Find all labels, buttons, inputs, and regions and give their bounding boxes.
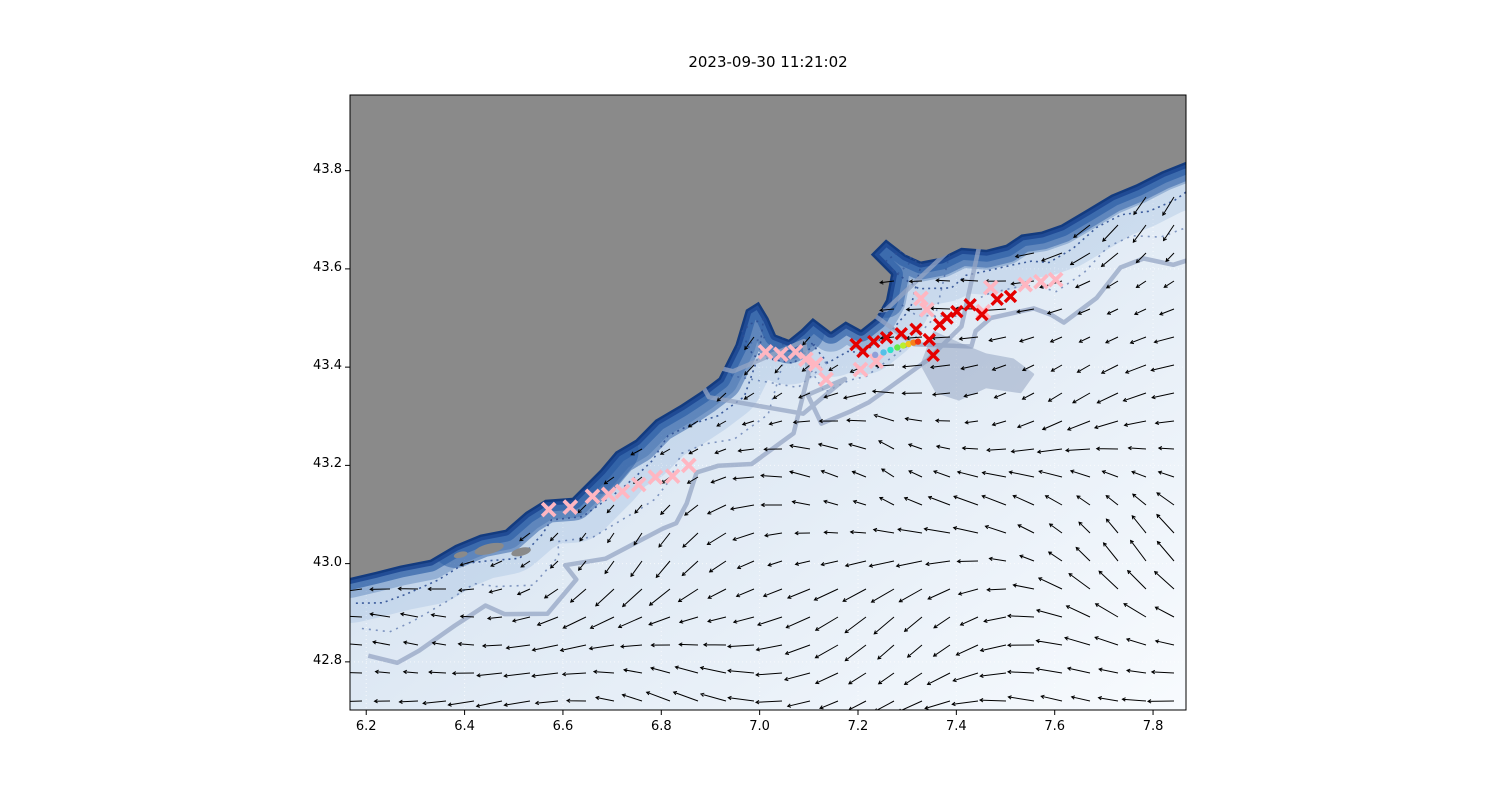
red-x-marker (975, 307, 989, 322)
trajectory-point (894, 344, 901, 351)
red-x-marker (909, 322, 923, 337)
island (511, 547, 531, 557)
pink-x-marker (818, 371, 834, 388)
pink-x-marker (798, 351, 814, 368)
map-layers (350, 95, 1186, 710)
x-tick-label: 7.8 (1142, 719, 1164, 734)
pink-x-marker (664, 468, 681, 485)
plot-title: 2023-09-30 11:21:02 (688, 53, 848, 71)
pink-x-marker (913, 290, 929, 307)
y-tick-label: 43.4 (313, 358, 342, 374)
island (453, 551, 468, 559)
pink-x-marker (852, 361, 869, 378)
x-tick-label: 7.2 (847, 719, 869, 734)
pink-x-marker (614, 483, 631, 500)
red-x-marker (963, 298, 977, 312)
pink-x-marker (647, 469, 664, 486)
tick-marks (345, 170, 1154, 715)
red-x-marker (879, 330, 894, 345)
red-x-marker (867, 334, 881, 349)
red-x-marker (926, 348, 940, 363)
red-x-marker (950, 304, 964, 319)
isobath-contour (361, 226, 1186, 633)
x-tick-label: 6.4 (454, 719, 475, 734)
red-x-marker (1003, 289, 1018, 304)
island (474, 542, 504, 555)
x-tick-label: 7.4 (946, 719, 967, 734)
pink-x-marker (982, 279, 999, 296)
y-tick-label: 42.8 (313, 652, 342, 668)
red-x-marker (990, 292, 1004, 307)
y-tick-label: 43.8 (313, 161, 342, 177)
y-tick-label: 43.0 (313, 554, 342, 570)
isobath-contour (367, 240, 1186, 666)
x-tick-label: 6.2 (355, 719, 377, 734)
pink-x-marker (584, 488, 601, 505)
x-tick-label: 6.8 (650, 719, 672, 734)
trajectory-point (905, 340, 912, 348)
pink-x-marker (772, 346, 789, 363)
pink-x-marker (757, 344, 774, 360)
x-tick-label: 6.6 (552, 719, 574, 734)
pink-x-marker (1033, 273, 1049, 290)
pink-x-marker (918, 301, 935, 318)
pink-x-marker (787, 344, 804, 360)
gray-patch (920, 331, 1035, 401)
isobath-contour (355, 191, 1186, 604)
pink-x-marker (630, 476, 647, 493)
pink-x-marker (1017, 276, 1034, 293)
red-x-marker (940, 311, 954, 325)
red-x-marker (894, 327, 908, 341)
trajectory-point (914, 338, 922, 345)
red-x-marker (856, 344, 870, 359)
pink-x-marker (600, 486, 617, 503)
pink-x-marker (680, 457, 697, 474)
trajectory-point (887, 346, 894, 354)
trajectory-point (900, 342, 907, 349)
pink-x-marker (540, 501, 557, 518)
axes-border (349, 94, 1187, 711)
x-tick-label: 7.6 (1044, 719, 1066, 734)
pink-x-marker (868, 353, 885, 370)
trajectory-point (872, 351, 879, 359)
land-mass (350, 95, 1186, 578)
x-tick-label: 7.0 (749, 719, 770, 734)
drifter-markers (540, 271, 1064, 518)
pink-x-marker (1047, 271, 1064, 288)
trajectory-point (880, 349, 887, 356)
y-tick-label: 43.6 (313, 259, 342, 275)
pink-x-marker (562, 499, 579, 515)
y-tick-label: 43.2 (313, 456, 342, 472)
red-x-marker (922, 332, 937, 347)
pink-x-marker (807, 356, 824, 373)
